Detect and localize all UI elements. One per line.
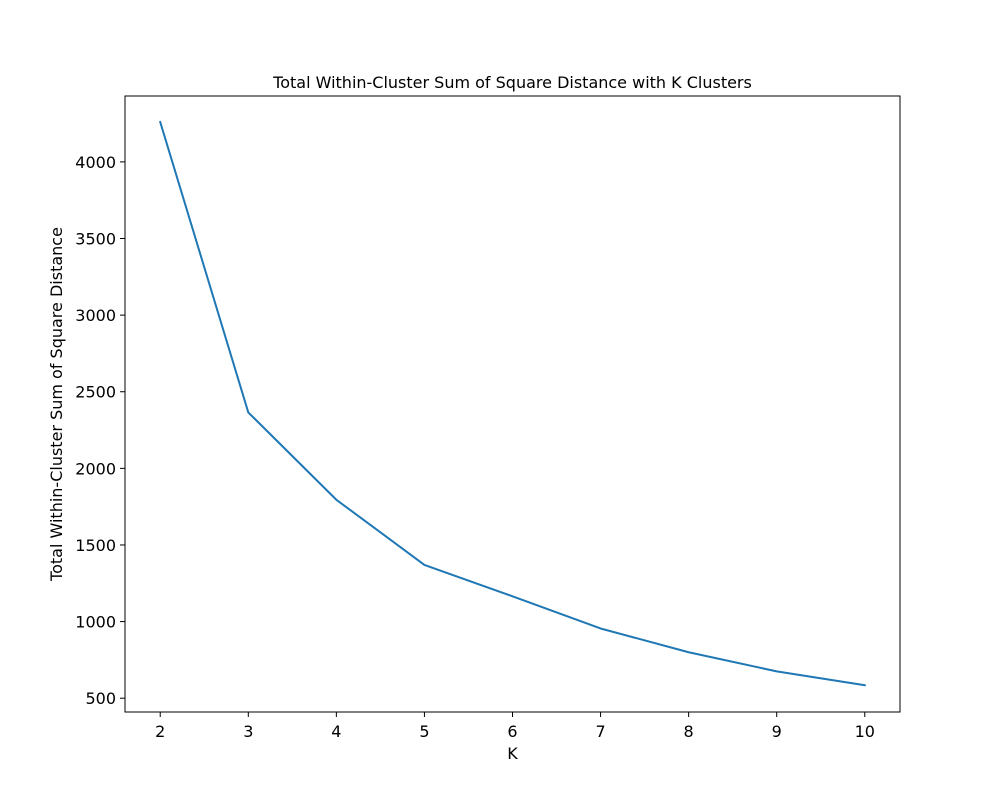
y-tick-label: 1500 — [75, 536, 116, 555]
series-layer — [158, 120, 866, 687]
y-tick-label: 4000 — [75, 153, 116, 172]
y-axis-ticks: 500 1000 1500 2000 2500 3000 3500 4000 — [75, 153, 125, 708]
x-tick-label: 7 — [595, 722, 605, 741]
y-tick-label: 3500 — [75, 230, 116, 249]
y-axis-title: Total Within-Cluster Sum of Square Dista… — [47, 227, 66, 582]
y-tick-label: 2500 — [75, 383, 116, 402]
chart-title: Total Within-Cluster Sum of Square Dista… — [272, 73, 752, 92]
y-tick-label: 2000 — [75, 459, 116, 478]
x-tick-label: 10 — [855, 722, 875, 741]
x-tick-label: 6 — [507, 722, 517, 741]
series-line — [158, 120, 866, 687]
x-tick-label: 5 — [419, 722, 429, 741]
x-axis-ticks: 2 3 4 5 6 7 8 9 10 — [155, 712, 875, 741]
plot-area-frame — [124, 95, 901, 713]
x-tick-label: 2 — [155, 722, 165, 741]
x-tick-label: 9 — [772, 722, 782, 741]
y-tick-label: 1000 — [75, 613, 116, 632]
x-tick-label: 4 — [331, 722, 341, 741]
x-tick-label: 8 — [684, 722, 694, 741]
y-tick-label: 3000 — [75, 306, 116, 325]
x-tick-label: 3 — [243, 722, 253, 741]
y-tick-label: 500 — [85, 689, 116, 708]
x-axis-title: K — [507, 744, 518, 763]
